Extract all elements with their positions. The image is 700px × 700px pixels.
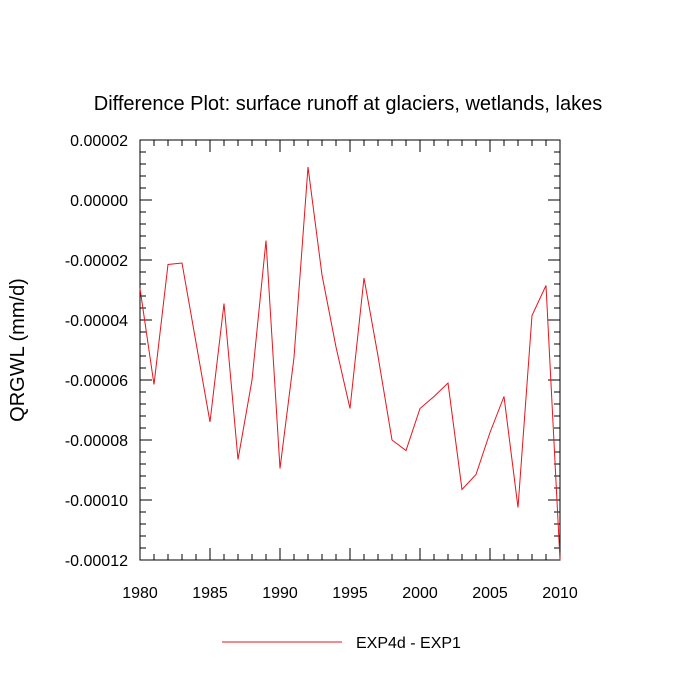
series-layer [139,166,561,561]
y-tick-label: 0.00000 [70,193,128,210]
series-line [139,166,561,561]
y-tick-label: -0.00010 [65,493,128,510]
axis-tick-labels: 1980 1985 1990 1995 2000 2005 2010 0.00002 0.000… [65,133,578,602]
x-tick-label: 1995 [332,585,368,602]
y-tick-label: -0.00012 [65,553,128,570]
axis-ticks [139,139,561,561]
y-tick-label: -0.00008 [65,433,128,450]
plot-frame [139,139,561,561]
y-axis-label: QRGWL (mm/d) [7,278,29,422]
y-tick-label: -0.00006 [65,373,128,390]
x-tick-label: 2005 [472,585,508,602]
x-tick-label: 1980 [122,585,158,602]
x-tick-label: 1985 [192,585,228,602]
y-tick-label: 0.00002 [70,133,128,150]
y-tick-label: -0.00004 [65,313,128,330]
x-tick-label: 2010 [542,585,578,602]
legend-label: EXP4d - EXP1 [356,635,461,652]
x-tick-label: 1990 [262,585,298,602]
chart-title: Difference Plot: surface runoff at glaci… [94,93,602,115]
x-tick-label: 2000 [402,585,438,602]
y-tick-label: -0.00002 [65,253,128,270]
legend: EXP4d - EXP1 [222,635,461,652]
